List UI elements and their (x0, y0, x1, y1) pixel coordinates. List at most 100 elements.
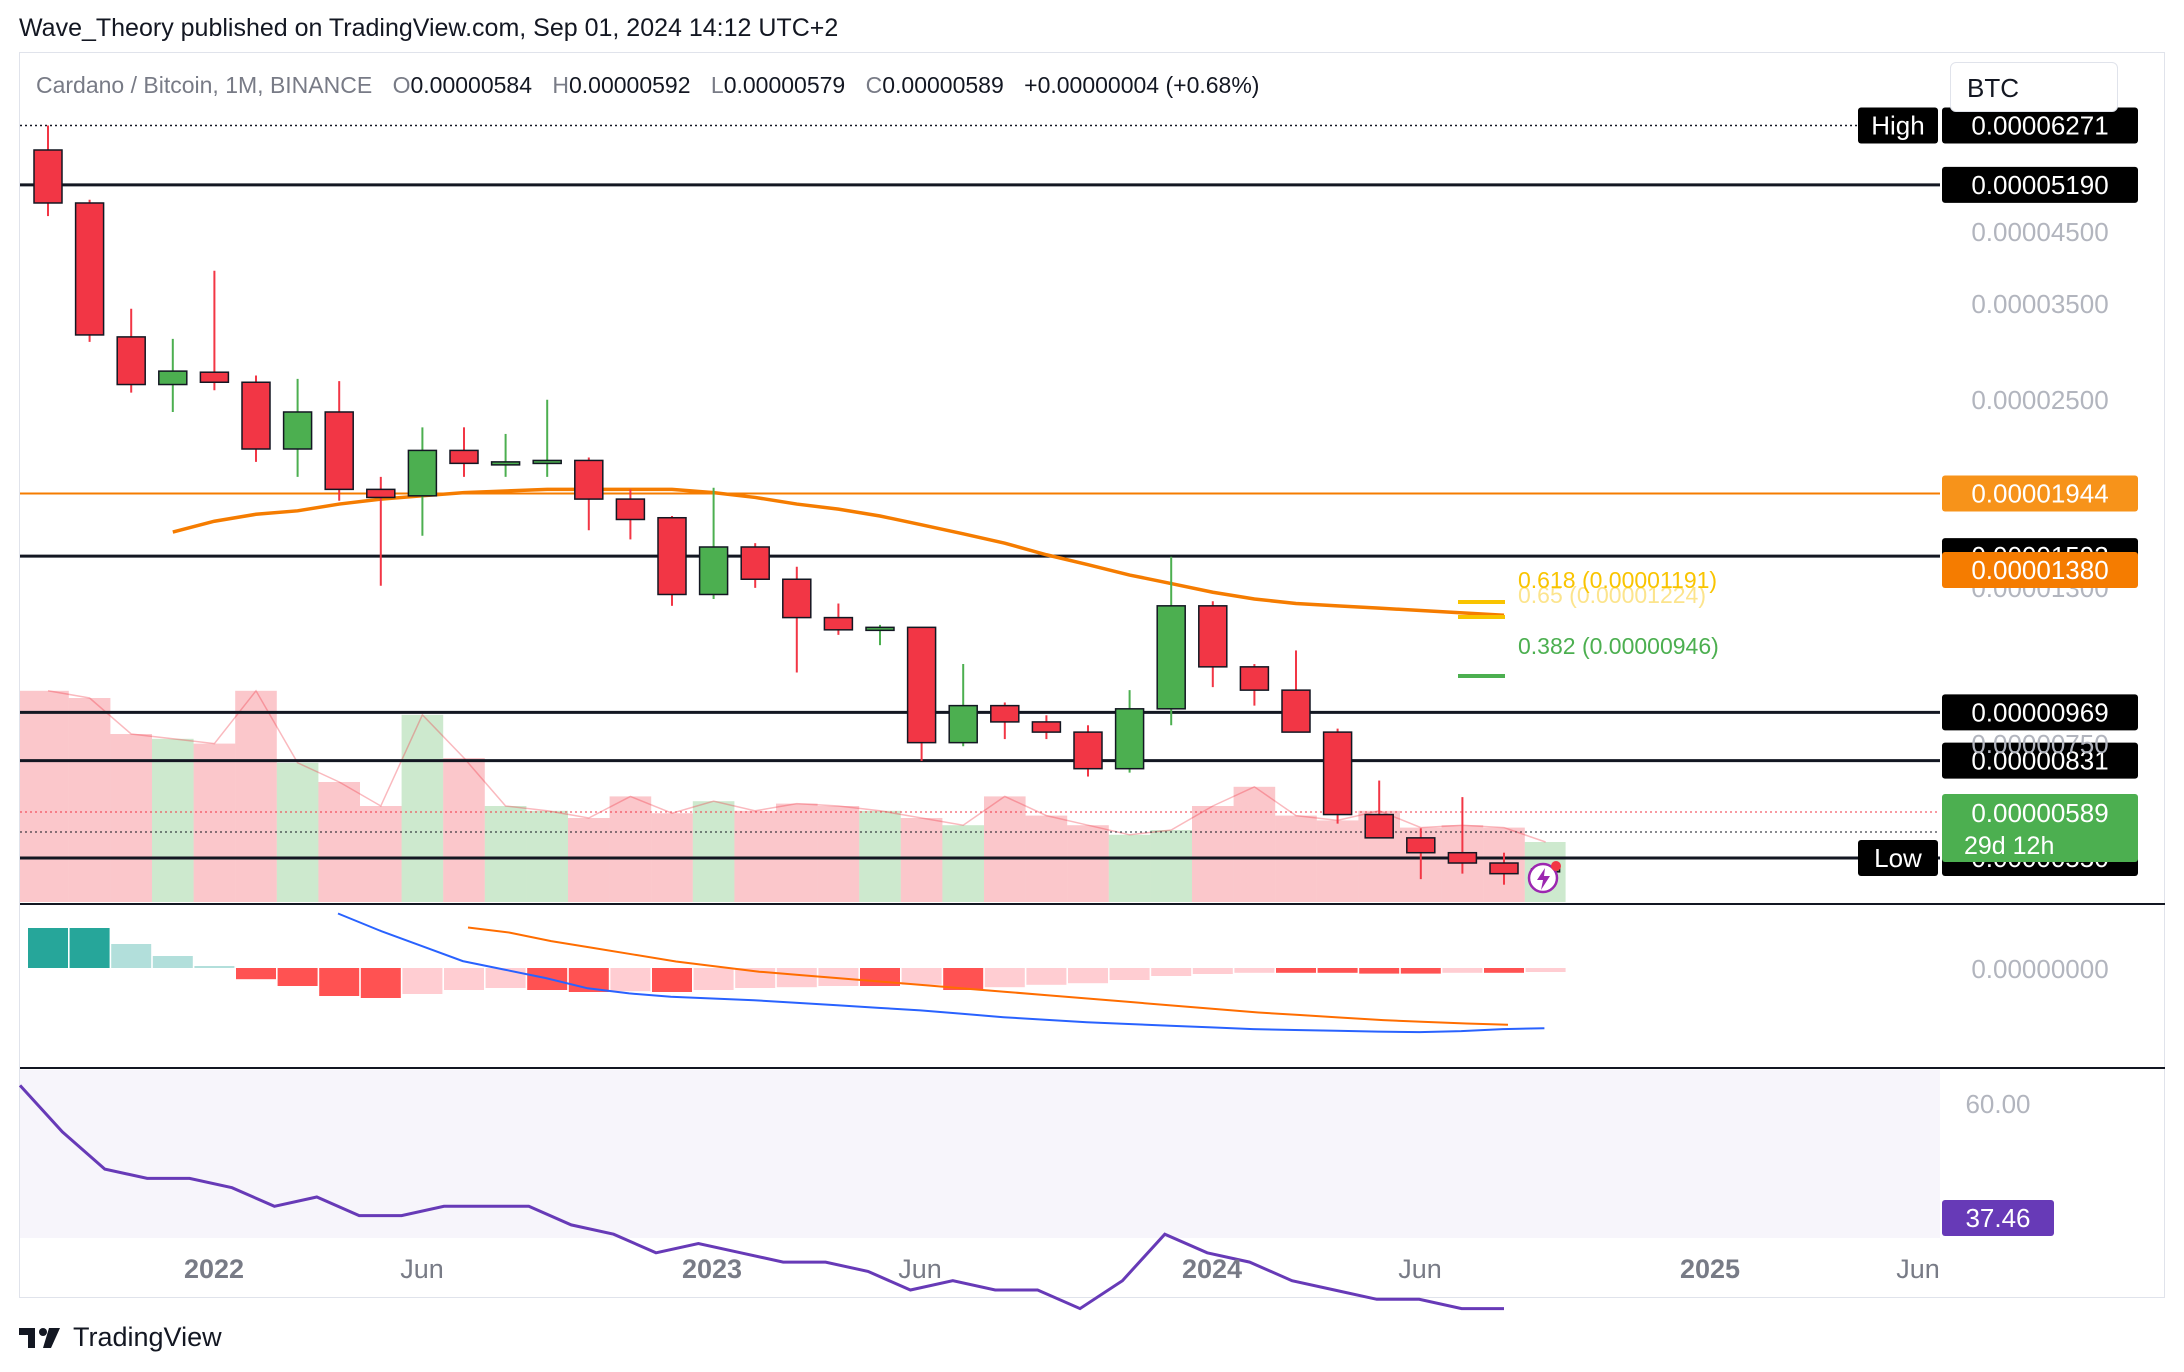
symbol-legend: Cardano / Bitcoin, 1M, BINANCE O0.000005… (36, 72, 1259, 99)
ema-price-label-bg (1942, 552, 2138, 588)
macd-histogram-bar (111, 944, 152, 968)
candle-body (1364, 813, 1394, 839)
macd-histogram-bar (28, 928, 68, 968)
candle-body (116, 336, 146, 386)
volume-bar (193, 743, 236, 902)
candle-body (740, 546, 770, 581)
macd-histogram-bar (485, 968, 526, 988)
macd-histogram-bar (1151, 968, 1192, 976)
currency-button[interactable]: BTC (1950, 62, 2118, 112)
macd-histogram-bar (402, 968, 443, 994)
time-axis: 2022 Jun 2023 Jun 2024 Jun 2025 Jun (184, 1254, 1940, 1284)
level-label-4-bg (1942, 694, 2138, 731)
level-label-0-bg (1942, 107, 2138, 144)
time-tick: 2023 (682, 1254, 742, 1284)
candle-body (906, 626, 937, 744)
footer-brand-label: TradingView (73, 1322, 222, 1352)
macd-histogram-bar (652, 968, 692, 992)
publisher-line: Wave_Theory published on TradingView.com… (19, 14, 839, 42)
candle-body (74, 202, 105, 336)
volume-bar (68, 698, 111, 902)
candle-body (324, 411, 354, 491)
volume-bar (276, 762, 319, 902)
candle-body (1239, 666, 1270, 691)
high-label: H (552, 72, 569, 98)
last-price-bg (1942, 794, 2138, 862)
volume-bar (1233, 786, 1276, 902)
level-label-1-bg (1942, 166, 2138, 203)
volume-bar (942, 825, 984, 902)
price-tick: 0.00003500 (1971, 289, 2108, 319)
volume-bar (859, 810, 901, 902)
fib-label: 0.382 (0.00000946) (1518, 633, 1719, 659)
macd-histogram-bar (1026, 968, 1067, 985)
candle-body (615, 498, 646, 521)
level-label-5: 0.00000831 (1971, 746, 2108, 776)
candle-body (1281, 689, 1311, 733)
rsi-60-label: 60.00 (1965, 1089, 2030, 1119)
candle-body (33, 149, 63, 204)
macd-histogram-bar (818, 968, 859, 986)
level-tag-bg-0 (1858, 107, 1938, 144)
volume-bar (484, 806, 527, 902)
volume-bar (318, 782, 360, 902)
candle-body (1406, 837, 1436, 854)
low-label: L (710, 72, 724, 98)
footer-brand[interactable]: TradingView (19, 1322, 222, 1353)
macd-histogram-bar (610, 968, 651, 992)
level-label-2: 0.00001944 (1971, 479, 2108, 509)
candle-body (449, 449, 479, 465)
level-label-4: 0.00000969 (1971, 697, 2108, 727)
ema-line (172, 487, 1505, 617)
volume-bar (360, 806, 402, 902)
macd-histogram-bar (1234, 968, 1275, 973)
candle-body (574, 459, 604, 500)
close-label: C (865, 72, 883, 98)
signal-line (467, 926, 1509, 1026)
time-tick: Jun (898, 1254, 942, 1284)
candle-body (1447, 851, 1478, 864)
macd-histogram-bar (984, 968, 1025, 988)
lightning-glyph (1537, 868, 1550, 890)
volume-bar (984, 796, 1026, 902)
candle-body (241, 381, 271, 450)
macd-histogram-bar (943, 968, 984, 990)
macd-histogram-bar (1068, 968, 1108, 984)
rsi-last-bg (1942, 1200, 2054, 1236)
macd-histogram-bar (693, 968, 734, 990)
macd-histogram-bar (444, 968, 484, 990)
volume-bar (526, 810, 568, 902)
fib-label: 0.65 (0.00001224) (1518, 582, 1706, 608)
candle-body (698, 546, 729, 596)
level-label-5-bg (1942, 742, 2138, 779)
time-tick: 2024 (1182, 1254, 1242, 1284)
volume-bar (1067, 825, 1109, 902)
candle-body (490, 461, 521, 466)
fib-layer: 0.65 (0.00001224)0.618 (0.00001191) 0.382… (1458, 567, 1719, 894)
macd-histogram-bar (1442, 968, 1483, 973)
candle-body (1114, 708, 1145, 770)
tradingview-logo-icon (19, 1327, 60, 1348)
macd-pane: 0.00000000 (28, 912, 2109, 1034)
candle-body (407, 449, 438, 497)
macd-histogram-bar (1109, 968, 1150, 980)
price-tick: 0.00002500 (1971, 385, 2108, 415)
level-tag-bg-6 (1858, 840, 1938, 876)
macd-line (337, 912, 1545, 1034)
candle-body (366, 488, 396, 499)
volume-bar (817, 806, 860, 902)
macd-histogram-bar (1484, 968, 1524, 973)
time-tick: Jun (1398, 1254, 1442, 1284)
candle-body (1489, 862, 1519, 875)
time-tick: Jun (1896, 1254, 1940, 1284)
volume-bar (734, 810, 776, 902)
ema-layer (172, 487, 1505, 617)
macd-histogram-bar (1525, 968, 1566, 972)
volume-outline (47, 689, 1546, 843)
candle-body (532, 459, 562, 465)
rsi-last-label: 37.46 (1965, 1203, 2030, 1233)
symbol-name[interactable]: Cardano / Bitcoin, 1M, BINANCE (36, 72, 373, 98)
macd-histogram-bar (776, 968, 817, 988)
candle-body (782, 578, 812, 619)
